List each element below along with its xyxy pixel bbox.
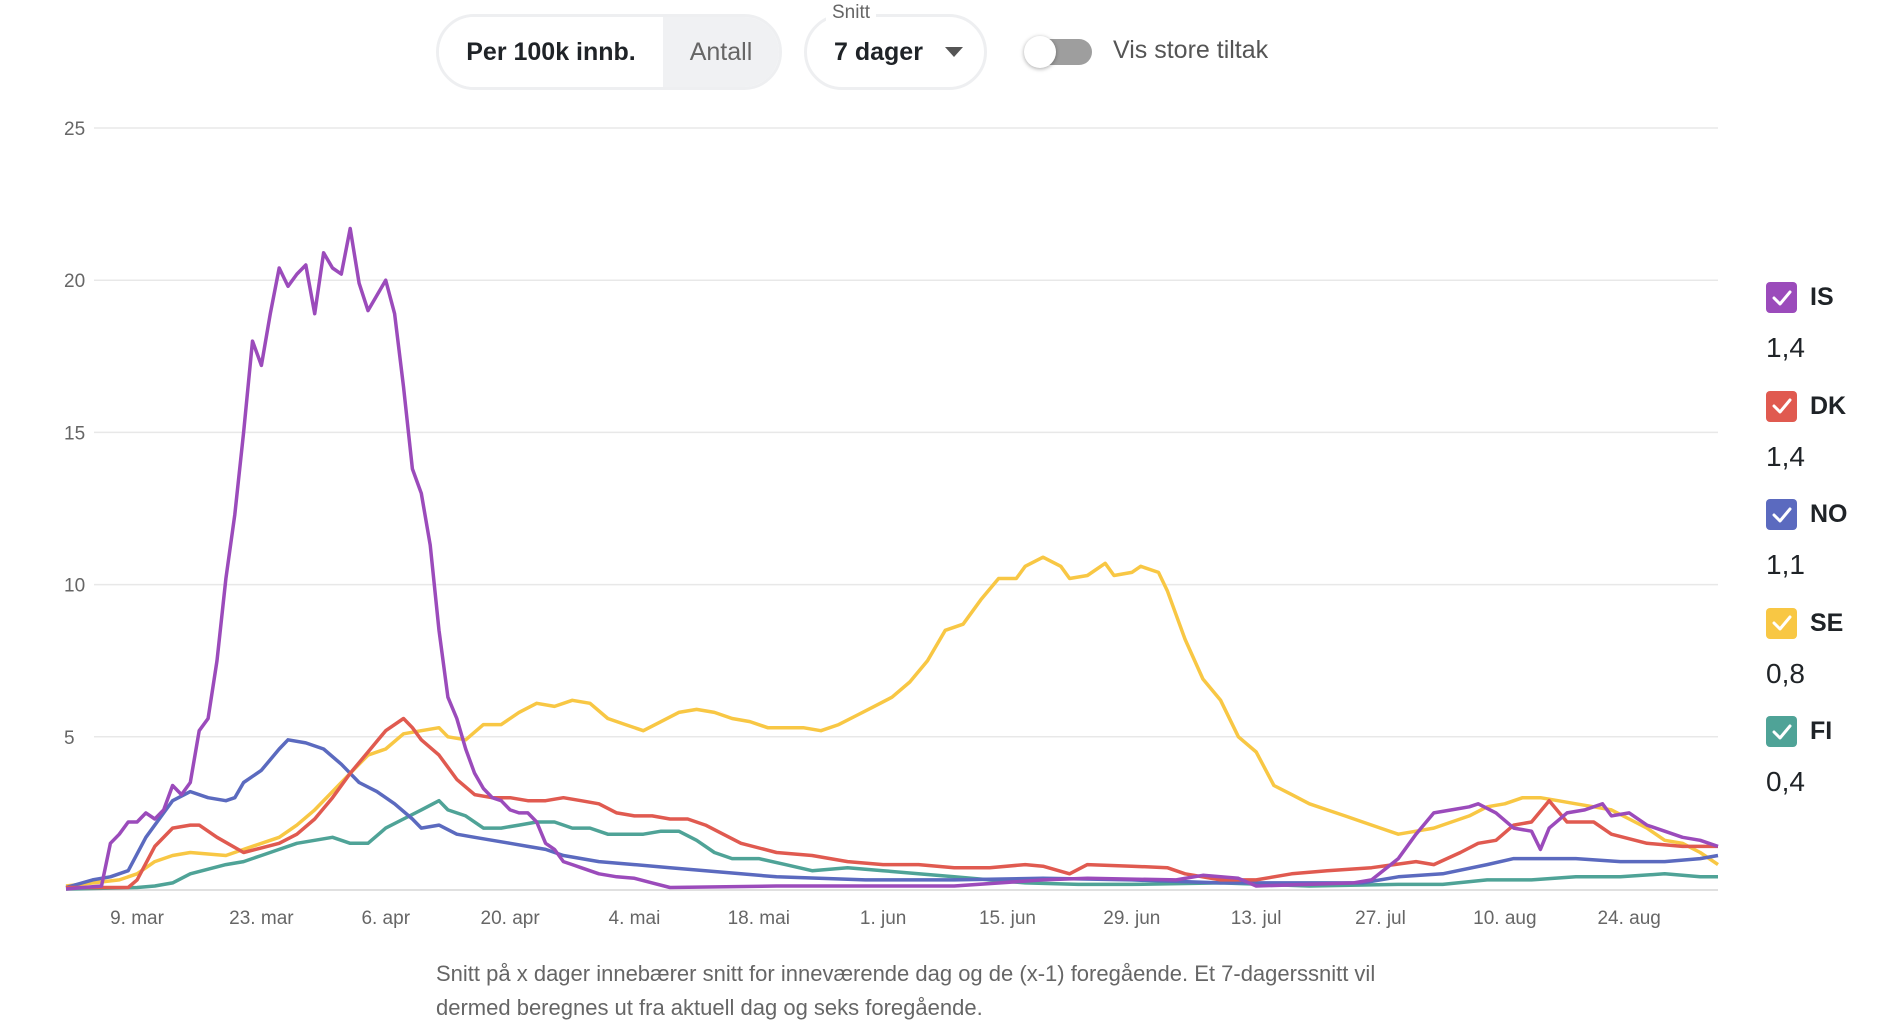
x-tick-label: 23. mar (229, 908, 294, 929)
checkbox[interactable] (1766, 499, 1797, 531)
x-tick-label: 18. mai (728, 908, 790, 929)
x-tick-label: 29. jun (1103, 908, 1160, 929)
checkmark-icon (1772, 398, 1791, 414)
x-tick-label: 4. mai (609, 908, 661, 929)
y-tick-label: 15 (64, 423, 85, 444)
snitt-value: 7 dager (834, 37, 923, 66)
checkmark-icon (1772, 290, 1791, 305)
x-tick-label: 15. jun (979, 908, 1036, 929)
x-tick-label: 9. mar (110, 908, 165, 929)
x-tick-label: 13. jul (1231, 908, 1282, 929)
y-tick-label: 10 (64, 576, 85, 597)
checkbox[interactable] (1766, 282, 1797, 313)
per-100k-button[interactable]: Per 100k innb. (439, 17, 663, 87)
measures-toggle-label: Vis store tiltak (1113, 36, 1269, 64)
toggle-knob (1024, 36, 1056, 68)
legend-value: 1,4 (1766, 332, 1805, 363)
caret-down-icon (944, 47, 963, 57)
x-tick-label: 24. aug (1597, 908, 1660, 929)
legend-value: 1,4 (1766, 440, 1805, 472)
snitt-label: Snitt (826, 2, 877, 24)
checkbox[interactable] (1766, 607, 1797, 639)
y-tick-label: 5 (64, 728, 75, 749)
legend-value: 0,8 (1766, 657, 1805, 689)
legend-label: SE (1810, 608, 1844, 637)
legend-label: DK (1810, 391, 1847, 420)
x-tick-label: 10. aug (1473, 908, 1536, 929)
measures-toggle[interactable] (1024, 36, 1092, 68)
x-tick-label: 1. jun (860, 908, 906, 929)
legend-label: IS (1810, 283, 1834, 311)
series-line-no (65, 738, 1719, 890)
line-chart: 25 20 15 10 5 9. mar 23. mar 6. apr 20. apr 4. ma… (64, 119, 1719, 929)
checkmark-icon (1772, 724, 1791, 740)
checkmark-icon (1772, 507, 1791, 523)
legend-label: NO (1810, 500, 1848, 529)
y-tick-label: 20 (64, 271, 85, 292)
unit-toggle: Per 100k innb. Antall (436, 14, 782, 90)
series-line-dk (66, 716, 1718, 890)
snitt-dropdown[interactable]: 7 dager (804, 14, 987, 90)
legend-label: FI (1810, 717, 1833, 746)
checkbox[interactable] (1766, 390, 1797, 422)
legend-value: 1,1 (1766, 549, 1805, 581)
legend-value: 0,4 (1766, 766, 1805, 798)
x-tick-label: 20. apr (481, 908, 541, 929)
x-tick-label: 27. jul (1355, 908, 1406, 929)
series-line-is (65, 226, 1719, 891)
checkbox[interactable] (1766, 716, 1797, 748)
footnote: Snitt på x dager innebærer snitt for inn… (436, 961, 1376, 1020)
checkmark-icon (1772, 615, 1791, 631)
antall-button[interactable]: Antall (663, 17, 779, 87)
y-tick-label: 25 (64, 119, 85, 140)
x-tick-label: 6. apr (361, 908, 410, 929)
series-line-se (65, 555, 1719, 888)
